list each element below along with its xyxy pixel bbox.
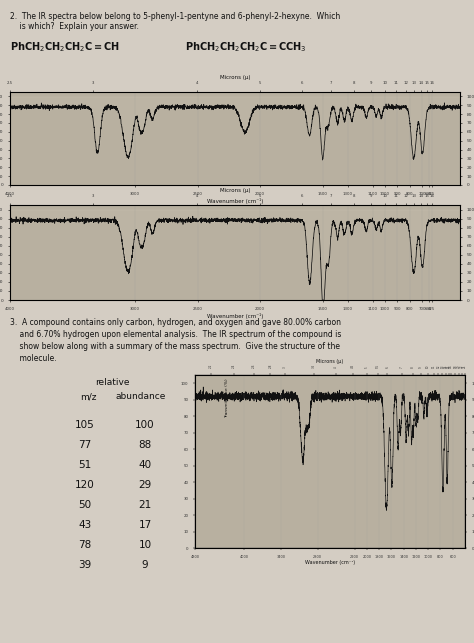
Text: abundance: abundance [115, 392, 165, 401]
Text: 2.  The IR spectra below belong to 5-phenyl-1-pentyne and 6-phenyl-2-hexyne.  Wh: 2. The IR spectra below belong to 5-phen… [10, 12, 340, 21]
Text: 78: 78 [78, 540, 91, 550]
Text: molecule.: molecule. [10, 354, 56, 363]
Text: 40: 40 [138, 460, 152, 470]
Text: 43: 43 [78, 520, 91, 530]
Text: 39: 39 [78, 560, 91, 570]
X-axis label: Wavenumber (cm⁻¹): Wavenumber (cm⁻¹) [305, 560, 355, 565]
Text: 21: 21 [138, 500, 152, 510]
Text: is which?  Explain your answer.: is which? Explain your answer. [10, 22, 139, 31]
Text: PhCH$_2$CH$_2$CH$_2$C$\equiv$CCH$_3$: PhCH$_2$CH$_2$CH$_2$C$\equiv$CCH$_3$ [185, 40, 307, 54]
Text: 10: 10 [138, 540, 152, 550]
Text: 9: 9 [142, 560, 148, 570]
Text: show below along with a summary of the mass spectrum.  Give the structure of the: show below along with a summary of the m… [10, 342, 340, 351]
Text: 3.  A compound contains only carbon, hydrogen, and oxygen and gave 80.00% carbon: 3. A compound contains only carbon, hydr… [10, 318, 341, 327]
Text: 120: 120 [75, 480, 95, 490]
Text: 51: 51 [78, 460, 91, 470]
Text: 88: 88 [138, 440, 152, 450]
X-axis label: Microns (μ): Microns (μ) [220, 188, 250, 193]
X-axis label: Wavenumber (cm⁻¹): Wavenumber (cm⁻¹) [207, 313, 263, 319]
Text: PhCH$_2$CH$_2$CH$_2$C$\equiv$CH: PhCH$_2$CH$_2$CH$_2$C$\equiv$CH [10, 40, 120, 54]
Text: 105: 105 [75, 420, 95, 430]
Text: m/z: m/z [80, 392, 97, 401]
X-axis label: Wavenumber (cm⁻¹): Wavenumber (cm⁻¹) [207, 198, 263, 204]
X-axis label: Microns (μ): Microns (μ) [220, 75, 250, 80]
Text: Transmittance (%): Transmittance (%) [225, 378, 229, 417]
Text: 77: 77 [78, 440, 91, 450]
Text: and 6.70% hydrogen upon elemental analysis.  The IR spectrum of the compound is: and 6.70% hydrogen upon elemental analys… [10, 330, 341, 339]
Text: 100: 100 [135, 420, 155, 430]
Text: 50: 50 [78, 500, 91, 510]
Text: 29: 29 [138, 480, 152, 490]
Text: 17: 17 [138, 520, 152, 530]
X-axis label: Microns (μ): Microns (μ) [316, 359, 344, 364]
Text: relative: relative [95, 378, 129, 387]
